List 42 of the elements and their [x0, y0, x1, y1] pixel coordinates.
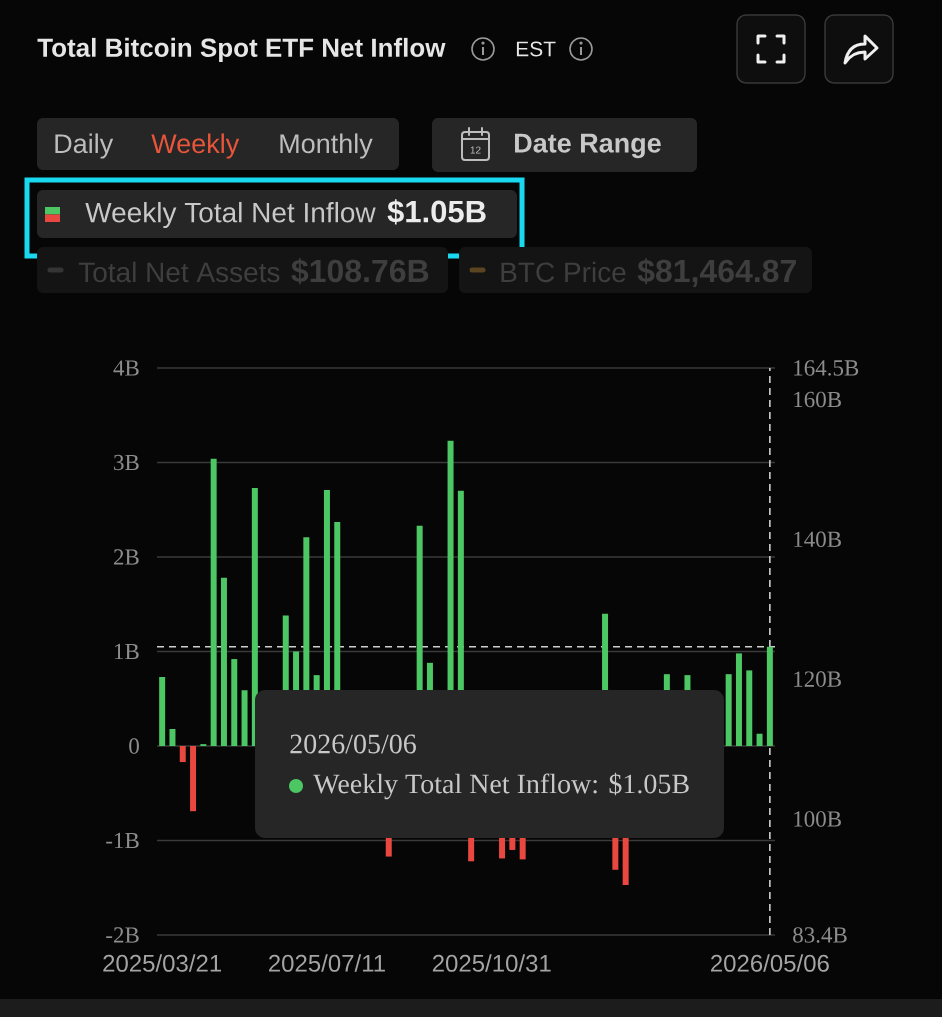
y2-tick-label: 120B [794, 671, 841, 687]
bar [179, 746, 186, 763]
y2-tick-label: 164.5B [794, 360, 859, 376]
y-tick-label: 0 [129, 738, 139, 754]
x-tick-label: 2026/05/06 [711, 954, 829, 972]
x-tick-label: 2025/10/31 [432, 954, 551, 972]
bar [210, 458, 217, 746]
bar [169, 728, 176, 746]
text: EST [516, 41, 556, 57]
bar [241, 690, 248, 746]
text: $1.05B [387, 199, 486, 225]
text: Monthly [280, 133, 373, 159]
bar [756, 733, 763, 746]
bar [725, 674, 732, 746]
x-tick-label: 2025/03/21 [103, 954, 222, 972]
y2-tick-label: 100B [794, 811, 841, 827]
chart-title: Total Bitcoin Spot ETF Net Inflow [37, 37, 446, 63]
x-tick-label: 2025/07/11 [268, 954, 385, 972]
bar [746, 670, 753, 746]
bar [231, 659, 238, 746]
y-tick-label: 2B [113, 549, 139, 565]
y-tick-label: 1B [114, 643, 139, 660]
y-tick-label: 3B [114, 454, 139, 471]
y2-tick-label: 83.4B [793, 927, 847, 943]
text: Daily [55, 133, 114, 159]
bar [190, 746, 197, 812]
text: Date Range [515, 133, 661, 159]
bar [766, 646, 773, 746]
legend-label: Weekly Total Net Inflow [85, 201, 376, 229]
bar [735, 653, 742, 746]
y2-tick-label: 160B [794, 391, 841, 408]
annotation: Weekly Total Net Inflow: $1.05B [313, 772, 689, 800]
annotation: 2026/05/06 [290, 734, 416, 754]
y-tick-label: -1B [106, 832, 139, 849]
y-tick-label: 4B [113, 360, 139, 376]
bar [159, 677, 166, 746]
bar [251, 488, 258, 746]
bar [220, 577, 227, 746]
y2-tick-label: 140B [794, 531, 841, 548]
text: Weekly [151, 133, 240, 159]
y-tick-label: -2B [106, 927, 139, 943]
text: 12 [470, 146, 481, 154]
